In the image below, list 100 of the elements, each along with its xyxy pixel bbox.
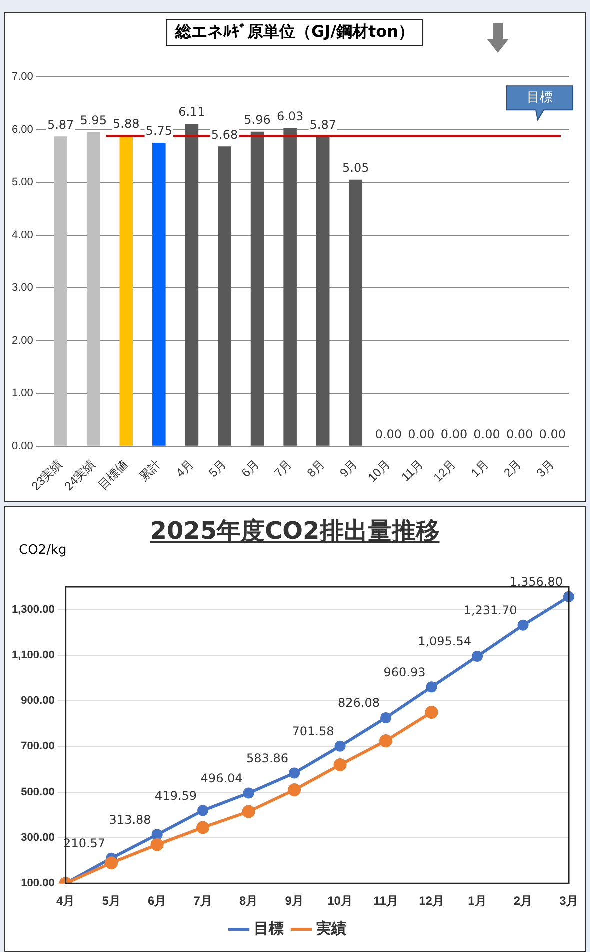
y-tick-label: 7.00 (12, 71, 34, 84)
bar (284, 128, 297, 446)
point (380, 734, 393, 748)
point (472, 650, 484, 662)
data-label: 5.87 (47, 118, 74, 132)
data-label: 1,095.54 (418, 634, 472, 649)
x-tick-label: 10月 (365, 457, 394, 485)
bar (185, 124, 199, 446)
data-label: 419.59 (155, 788, 198, 803)
data-label: 583.86 (246, 751, 289, 766)
data-label: 1,356.80 (510, 574, 563, 589)
data-label: 5.87 (310, 118, 336, 132)
chart-title: 総エネﾙｷﾞ原単位（GJ/鋼材ton） (166, 19, 424, 46)
bar (86, 132, 100, 446)
x-tick-label: 7月 (194, 894, 212, 908)
bar (218, 146, 232, 446)
x-tick-label: 1月 (468, 457, 492, 480)
x-tick-label: 9月 (337, 457, 360, 480)
y-axis-title: CO2/kg (19, 543, 67, 558)
point (196, 821, 210, 834)
data-label: 826.08 (338, 696, 380, 710)
x-tick-label: 10月 (328, 894, 353, 908)
x-tick-label: 3月 (534, 457, 558, 480)
data-label: 960.93 (384, 665, 426, 680)
legend-label: 実績 (316, 920, 346, 938)
data-label: 496.04 (200, 771, 243, 786)
data-label: 1,231.70 (464, 604, 518, 618)
y-tick-label: 4.00 (12, 229, 34, 242)
bar (349, 180, 363, 446)
data-label: 5.88 (113, 117, 140, 132)
x-tick-label: 1月 (468, 894, 487, 908)
x-tick-label: 8月 (239, 894, 258, 908)
point (289, 768, 300, 779)
point (334, 740, 346, 752)
bar (250, 132, 264, 446)
data-label: 5.05 (342, 161, 370, 176)
y-tick-label: 300.00 (21, 832, 55, 844)
point (198, 805, 209, 816)
y-tick-label: 1,300.00 (12, 604, 55, 616)
point (243, 788, 254, 799)
data-label: 5.75 (146, 124, 173, 138)
x-tick-label: 11月 (374, 894, 398, 908)
x-tick-label: 4月 (173, 457, 196, 480)
x-tick-label: 9月 (285, 894, 304, 908)
data-label: 701.58 (292, 724, 334, 738)
y-tick-label: 1,100.00 (12, 649, 55, 662)
point (425, 706, 438, 719)
y-tick-label: 1.00 (12, 388, 34, 400)
y-tick-label: 700.00 (21, 740, 55, 753)
point (518, 620, 529, 631)
point (426, 682, 438, 693)
point (105, 856, 118, 870)
y-tick-label: 0.00 (12, 440, 34, 452)
y-tick-label: 3.00 (12, 282, 34, 294)
data-label: 6.11 (178, 105, 206, 120)
bar (152, 142, 166, 446)
x-tick-label: 12月 (419, 894, 444, 908)
y-tick-label: 900.00 (21, 695, 55, 708)
point (564, 591, 574, 602)
legend-label: 目標 (254, 920, 284, 938)
y-tick-label: 5.00 (12, 176, 34, 189)
x-tick-label: 6月 (238, 457, 262, 480)
point (152, 829, 163, 840)
bar (316, 136, 330, 446)
x-tick-label: 8月 (304, 457, 328, 480)
x-tick-label: 6月 (148, 894, 167, 908)
point (334, 758, 347, 772)
x-tick-label: 12月 (430, 457, 459, 485)
data-label: 5.68 (211, 128, 238, 142)
x-tick-label: 累計 (136, 457, 164, 484)
data-label: 0.00 (506, 428, 534, 442)
data-label: 5.96 (244, 113, 271, 128)
point (242, 805, 256, 818)
x-tick-label: 4月 (56, 894, 76, 908)
x-tick-label: 5月 (102, 894, 121, 908)
data-label: 313.88 (109, 812, 152, 827)
data-label: 6.03 (276, 109, 304, 124)
x-tick-label: 2月 (514, 894, 533, 908)
data-label: 0.00 (440, 428, 468, 442)
x-tick-label: 5月 (206, 457, 230, 480)
data-label: 5.95 (80, 114, 107, 128)
point (380, 712, 392, 724)
bar (54, 136, 68, 446)
bar (120, 136, 134, 446)
x-tick-label: 7月 (272, 457, 295, 480)
data-label: 0.00 (474, 428, 500, 442)
data-label: 0.00 (539, 428, 566, 442)
y-tick-label: 100.00 (21, 878, 55, 890)
point (150, 838, 164, 852)
y-tick-label: 500.00 (21, 786, 55, 798)
y-tick-label: 6.00 (12, 124, 34, 136)
y-tick-label: 2.00 (12, 334, 34, 347)
x-tick-label: 11月 (398, 457, 426, 484)
x-tick-label: 3月 (560, 894, 578, 908)
ref-line-label: 目標 (527, 90, 553, 106)
chart-title: 2025年度CO2排出量推移 (150, 516, 440, 547)
data-label: 0.00 (375, 428, 402, 442)
data-label: 0.00 (408, 428, 435, 442)
x-tick-label: 2月 (501, 457, 524, 480)
point (288, 784, 302, 797)
